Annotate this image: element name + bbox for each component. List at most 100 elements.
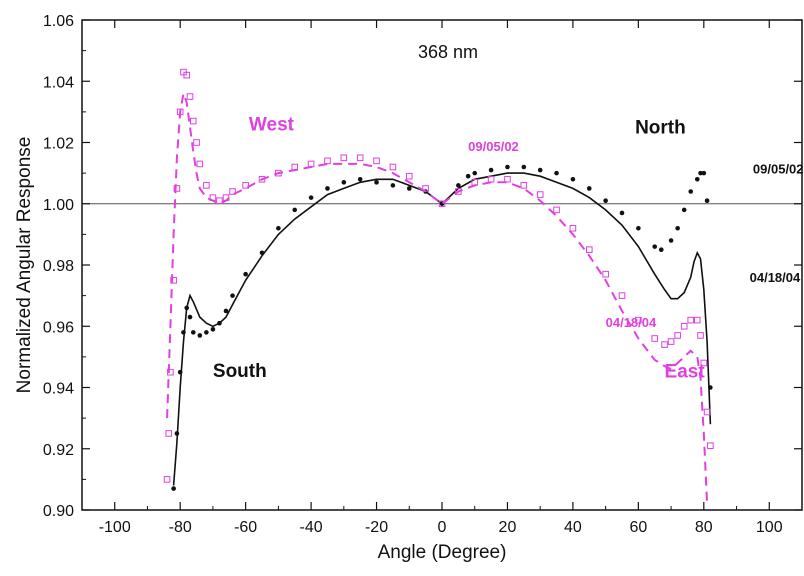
x-tick-label: -80 (169, 519, 192, 536)
x-tick-label: 100 (756, 519, 783, 536)
data-point (357, 176, 363, 182)
data-point (190, 330, 196, 335)
series-magenta-squares (163, 68, 714, 483)
annotation-label: 04/18/04 (750, 270, 801, 285)
data-point (505, 164, 510, 170)
data-point (242, 182, 249, 189)
x-tick-label: -60 (234, 519, 257, 536)
data-point (171, 486, 176, 491)
y-tick-label: 1.04 (43, 74, 74, 91)
data-point (196, 160, 204, 168)
data-point (390, 183, 396, 188)
y-tick-label: 0.90 (43, 503, 74, 520)
data-point (667, 338, 675, 345)
data-point (700, 359, 708, 367)
data-point (307, 160, 315, 168)
x-tick-label: 0 (438, 519, 447, 536)
annotation-label: North (635, 117, 686, 138)
data-point (704, 198, 710, 203)
y-tick-label: 0.96 (43, 319, 74, 336)
data-point (619, 210, 625, 216)
series-magenta-dashed (166, 89, 709, 504)
annotation-label: West (249, 114, 295, 135)
data-point (210, 327, 216, 332)
data-point (680, 322, 688, 330)
data-point (707, 442, 714, 449)
data-point (603, 198, 608, 203)
y-tick-label: 1.00 (43, 197, 74, 214)
data-point (389, 163, 397, 171)
data-point (229, 188, 236, 195)
series-line (166, 89, 709, 504)
data-point (204, 330, 209, 335)
y-tick-label: 0.92 (43, 442, 74, 459)
x-tick-label: 20 (499, 519, 517, 536)
data-point (651, 335, 659, 342)
x-axis: -100 -80 -60 -40 -20 0 20 40 60 80 100 (99, 20, 783, 536)
data-point (163, 476, 171, 483)
data-point (324, 157, 331, 165)
data-point (674, 332, 681, 339)
data-point (456, 183, 461, 188)
data-point (465, 173, 471, 179)
data-point (472, 170, 478, 176)
data-point (661, 341, 668, 348)
data-point (504, 175, 511, 183)
data-point (703, 408, 711, 416)
data-point (276, 225, 281, 231)
data-point (694, 176, 700, 182)
data-point (585, 246, 593, 253)
data-point (340, 154, 348, 162)
data-point (197, 333, 203, 338)
annotation-label: East (665, 361, 706, 382)
y-tick-label: 0.98 (43, 258, 74, 275)
data-point (697, 332, 704, 339)
data-point (602, 270, 609, 278)
y-tick-label: 0.94 (43, 381, 74, 398)
series-group (163, 68, 714, 504)
data-point (292, 207, 298, 213)
data-point (488, 167, 494, 173)
data-point (405, 172, 413, 180)
y-tick-label: 1.02 (43, 136, 74, 153)
data-point (438, 200, 446, 208)
x-tick-label: -100 (99, 519, 131, 536)
data-point (308, 195, 314, 200)
data-point (635, 316, 642, 324)
data-point (688, 189, 694, 194)
data-point (167, 368, 174, 376)
data-point (189, 117, 197, 125)
data-point (203, 182, 210, 189)
data-point (586, 186, 592, 191)
data-point (341, 180, 347, 185)
data-point (569, 224, 577, 232)
data-point (675, 225, 680, 231)
data-point (406, 186, 412, 191)
series-black-dots (171, 164, 713, 491)
data-point (698, 170, 703, 176)
data-point (636, 225, 641, 231)
data-point (668, 238, 674, 243)
data-point (553, 206, 560, 214)
x-axis-title: Angle (Degree) (378, 542, 507, 563)
x-tick-label: -40 (300, 519, 323, 536)
data-point (186, 93, 194, 100)
y-axis-title: Normalized Angular Response (14, 137, 35, 394)
annotations-group: West North South East 09/05/02 09/05/02 04/18/… (213, 114, 804, 382)
data-point (693, 316, 701, 324)
data-point (681, 207, 687, 213)
data-point (187, 314, 193, 320)
data-point (183, 71, 191, 79)
data-point (520, 182, 528, 189)
data-point (374, 180, 379, 185)
data-point (554, 170, 559, 176)
x-tick-label: 40 (564, 519, 582, 536)
data-point (325, 186, 330, 191)
x-tick-label: 60 (629, 519, 647, 536)
data-point (658, 247, 664, 252)
data-point (521, 164, 527, 170)
data-point (687, 316, 695, 324)
data-point (230, 293, 235, 298)
